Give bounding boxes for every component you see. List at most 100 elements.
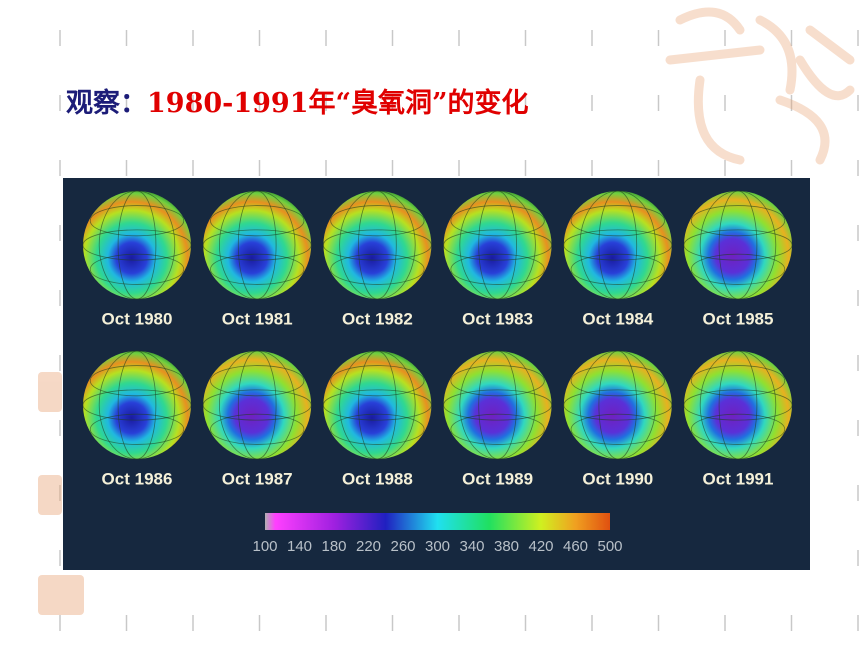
globe-label: Oct 1981 (222, 309, 293, 328)
globe: Oct 1981 (202, 190, 312, 328)
title: 观察：1980-1991年“臭氧洞”的变化 (66, 87, 529, 119)
globe: Oct 1980 (82, 190, 192, 328)
globe-grid (89, 365, 185, 397)
globe-disc (83, 351, 191, 459)
globe-grid (690, 253, 786, 285)
globe-grid (570, 365, 665, 397)
globe-disc (203, 351, 312, 459)
globe-grid (202, 389, 312, 421)
globe: Oct 1984 (563, 190, 673, 328)
globe-label: Oct 1991 (703, 469, 774, 488)
globe-grid (330, 205, 425, 237)
title-text: 1980-1991年“臭氧洞”的变化 (147, 87, 529, 119)
globe-disc (684, 191, 792, 299)
globe-grid (450, 413, 545, 445)
globe-grid (699, 350, 777, 460)
globe-grid (210, 205, 305, 237)
globe-label: Oct 1990 (582, 469, 653, 488)
globe-label: Oct 1980 (102, 309, 173, 328)
globes: Oct 1980 Oct 1981 Oct 1982 Oct 1983 Oct 1984… (82, 190, 793, 488)
globe-grid (683, 229, 793, 261)
globe: Oct 1988 (322, 350, 432, 488)
globe-grid (579, 190, 656, 300)
globe: Oct 1990 (563, 350, 673, 488)
globe-grid (579, 350, 656, 460)
globe-grid (690, 205, 786, 237)
globe-grid (82, 389, 192, 421)
globe-grid (330, 413, 425, 445)
globe-grid (459, 190, 536, 300)
globe: Oct 1986 (82, 350, 192, 488)
globe-grid (339, 350, 416, 460)
globe: Oct 1989 (443, 350, 553, 488)
globe-grid (89, 205, 185, 237)
globe-grid (219, 190, 296, 300)
colorbar-tick-label: 420 (528, 538, 553, 555)
globe: Oct 1987 (202, 350, 312, 488)
globe-label: Oct 1983 (462, 309, 533, 328)
globe-grid (450, 205, 545, 237)
colorbar (265, 513, 610, 530)
stamps (38, 372, 84, 615)
colorbar-tick-label: 100 (252, 538, 277, 555)
globe-grid (330, 365, 425, 397)
globe-grid (82, 229, 192, 261)
globe-label: Oct 1982 (342, 309, 413, 328)
globe-grid (98, 350, 176, 460)
globe-disc (563, 191, 672, 299)
globe-grid (570, 205, 665, 237)
globe-grid (690, 413, 786, 445)
globe-grid (699, 190, 777, 300)
globe: Oct 1985 (683, 190, 793, 328)
globe-grid (202, 229, 312, 261)
globe-disc (203, 191, 312, 299)
globe-grid (450, 365, 545, 397)
globe-disc (563, 351, 672, 459)
globe: Oct 1991 (683, 350, 793, 488)
decoration (665, 7, 855, 165)
globe-grid (89, 253, 185, 285)
globe-grid (210, 365, 305, 397)
globe-grid (690, 365, 786, 397)
globe-grid (570, 253, 665, 285)
colorbar-tick-label: 300 (425, 538, 450, 555)
globe-grid (322, 389, 432, 421)
globe-disc (684, 351, 792, 459)
title-lead: 观察： (66, 87, 147, 119)
globe-grid (98, 190, 176, 300)
globe-grid (443, 389, 553, 421)
colorbar-tick-label: 380 (494, 538, 519, 555)
colorbar-tick-label: 180 (321, 538, 346, 555)
globe-grid (563, 389, 673, 421)
globe-grid (450, 253, 545, 285)
globe: Oct 1983 (443, 190, 553, 328)
globe-grid (443, 229, 553, 261)
globe-grid (459, 350, 536, 460)
globe-disc (443, 191, 552, 299)
globe-label: Oct 1989 (462, 469, 533, 488)
colorbar-tick-label: 260 (390, 538, 415, 555)
colorbar-tick-label: 460 (563, 538, 588, 555)
globe-label: Oct 1986 (102, 469, 173, 488)
globe-grid (339, 190, 416, 300)
globe-disc (83, 191, 191, 299)
globe-grid (330, 253, 425, 285)
globe-grid (563, 229, 673, 261)
globe-disc (323, 351, 432, 459)
globe-grid (89, 413, 185, 445)
globe-grid (683, 389, 793, 421)
globe-disc (323, 191, 432, 299)
globe-grid (210, 413, 305, 445)
globe-label: Oct 1985 (703, 309, 774, 328)
colorbar-tick-label: 500 (597, 538, 622, 555)
globe-grid (570, 413, 665, 445)
colorbar-tick-label: 340 (459, 538, 484, 555)
globe-grid (322, 229, 432, 261)
globe-label: Oct 1988 (342, 469, 413, 488)
colorbar-tick-label: 140 (287, 538, 312, 555)
colorbar-ticks: 100 140 180 220 260 300 340 380 420 460 500 (252, 538, 622, 555)
colorbar-tick-label: 220 (356, 538, 381, 555)
globe: Oct 1982 (322, 190, 432, 328)
